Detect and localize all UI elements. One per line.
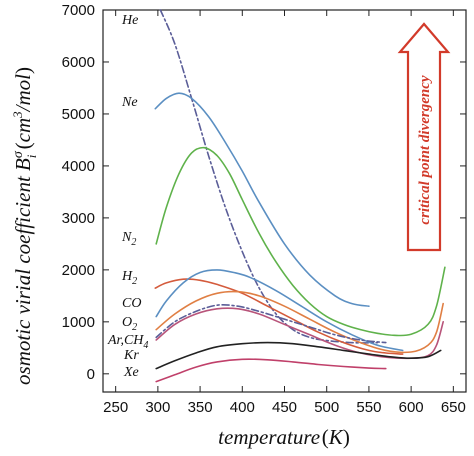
x-tick-label: 600 [399,399,424,416]
x-tick-label: 550 [356,399,381,416]
series-line-co [155,269,404,352]
series-label-ar-ch: Ar,CH4 [107,333,148,351]
y-tick-label: 7000 [62,2,95,19]
series-label-kr: Kr [123,348,139,363]
series-line-ar-ch4-dashed [155,304,387,344]
series-line-n [155,146,446,337]
series-label-he: He [121,13,138,28]
series-label-co: CO [122,296,141,311]
series-label-o: O2 [122,315,137,333]
x-tick-label: 300 [145,399,170,416]
y-axis-title: osmotic virial coefficient Bσi (cm3/mol) [10,67,39,385]
x-tick-label: 450 [272,399,297,416]
series-line-ne [154,92,370,307]
x-tick-label: 650 [441,399,466,416]
y-tick-label: 2000 [62,262,95,279]
series-line-xe [155,358,387,383]
series-label-h: H2 [121,269,137,287]
series-label-n: N2 [121,230,136,248]
arrow-shape [397,22,451,252]
x-tick-label: 350 [188,399,213,416]
y-tick-label: 5000 [62,106,95,123]
ticks: 250 300 350 400 450 500 550 600 650 0 1000 2000 3000… [62,2,466,416]
series-label-xe: Xe [123,365,139,380]
y-tick-label: 0 [87,366,95,383]
y-tick-label: 3000 [62,210,95,227]
y-tick-label: 1000 [62,314,95,331]
x-tick-label: 500 [314,399,339,416]
series-lines [154,9,446,383]
critical-point-arrow: critical point divergency [397,22,451,252]
y-tick-label: 4000 [62,158,95,175]
x-axis-title: temperature (K) [218,425,350,449]
arrow-annotation: critical point divergency [417,75,433,224]
x-tick-label: 400 [230,399,255,416]
x-tick-label: 250 [103,399,128,416]
series-line-kr [155,341,442,370]
series-line-h [154,278,404,355]
y-tick-label: 6000 [62,54,95,71]
series-label-ne: Ne [121,95,138,110]
series-line-o [155,290,444,354]
